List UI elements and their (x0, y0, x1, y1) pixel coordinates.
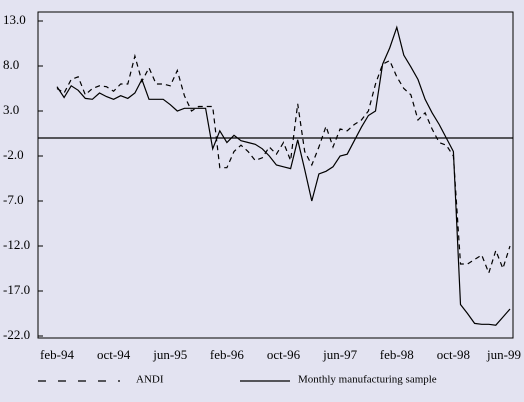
x-tick-label: oct-96 (267, 347, 301, 362)
x-tick-label: feb-96 (210, 347, 244, 362)
plot-frame (37, 11, 514, 339)
legend-label: Monthly manufacturing sample (298, 374, 437, 386)
x-tick-label: feb-94 (40, 347, 74, 362)
y-tick-label: 8.0 (3, 57, 19, 72)
x-tick-label: oct-94 (97, 347, 131, 362)
y-tick-label: 3.0 (3, 102, 19, 117)
legend-label: ANDI (136, 374, 164, 386)
x-tick-label: feb-98 (380, 347, 414, 362)
x-tick-label: jun-99 (486, 347, 521, 362)
y-tick-label: -22.0 (3, 327, 30, 342)
y-tick-label: -7.0 (3, 192, 24, 207)
series-line (56, 53, 511, 275)
series-line (56, 25, 511, 326)
y-tick-label: -17.0 (3, 282, 30, 297)
x-tick-label: jun-95 (152, 347, 187, 362)
y-tick-label: -2.0 (3, 147, 24, 162)
x-tick-label: oct-98 (437, 347, 470, 362)
x-tick-label: jun-97 (322, 347, 357, 362)
y-tick-label: 13.0 (3, 12, 26, 27)
y-tick-label: -12.0 (3, 237, 30, 252)
